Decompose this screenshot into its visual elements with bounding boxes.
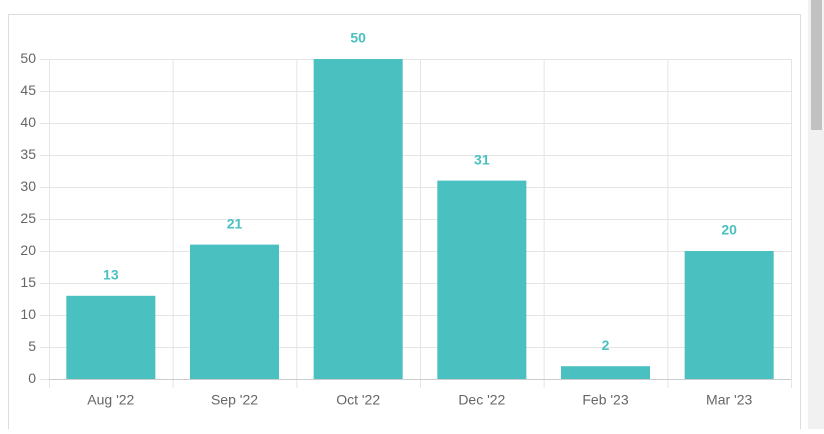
data-label: 13 (103, 267, 119, 283)
scrollbar-thumb[interactable] (811, 0, 822, 130)
bar (684, 251, 774, 379)
x-tick-label: Mar '23 (706, 392, 752, 408)
y-tick-label: 15 (20, 274, 36, 290)
bar (560, 366, 651, 379)
bar (437, 180, 527, 379)
y-tick-label: 45 (20, 82, 36, 98)
x-tick-label: Sep '22 (211, 392, 258, 408)
y-tick-label: 30 (20, 178, 36, 194)
y-tick-label: 0 (28, 370, 36, 386)
y-tick-label: 5 (28, 338, 36, 354)
x-tick-label: Oct '22 (336, 392, 380, 408)
x-tick-label: Aug '22 (87, 392, 134, 408)
y-tick-label: 10 (20, 306, 36, 322)
data-label: 20 (721, 222, 737, 238)
x-tick-label: Dec '22 (458, 392, 505, 408)
bar (313, 59, 403, 379)
plot: 0 5 10 15 20 25 30 35 40 45 50 Aug '22 13 Sep '22 21 Oc… (20, 30, 792, 408)
y-tick-label: 40 (20, 114, 36, 130)
y-tick-label: 35 (20, 146, 36, 162)
data-label: 21 (227, 215, 243, 231)
y-tick-label: 50 (20, 50, 36, 66)
data-label: 50 (350, 30, 366, 46)
bar (189, 244, 280, 379)
x-tick-label: Feb '23 (582, 392, 628, 408)
data-label: 31 (474, 151, 490, 167)
data-label: 2 (602, 337, 610, 353)
y-tick-label: 25 (20, 210, 36, 226)
y-tick-label: 20 (20, 242, 36, 258)
bar (66, 295, 156, 379)
